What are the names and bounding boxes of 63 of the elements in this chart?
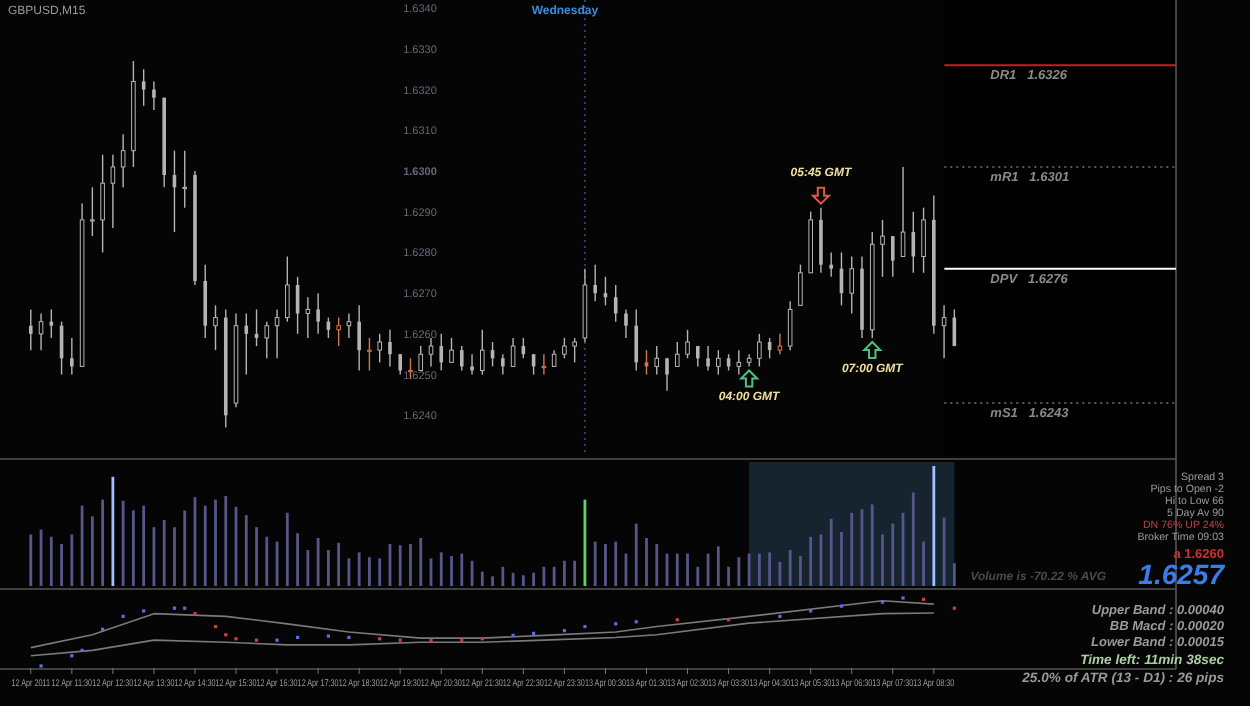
candlestick (203, 263, 208, 339)
candlestick (110, 154, 116, 229)
candlestick (890, 235, 895, 278)
candlestick (182, 149, 188, 209)
candlestick (736, 349, 742, 376)
candlestick (90, 186, 95, 237)
candlestick (316, 292, 320, 335)
candlestick (459, 345, 464, 372)
candlestick (921, 206, 926, 274)
candlestick (562, 337, 567, 359)
candlestick (141, 68, 146, 107)
candlestick (449, 337, 454, 364)
candlestick (28, 308, 33, 351)
candlestick (613, 284, 618, 323)
candlestick (510, 337, 516, 368)
candlestick (470, 353, 474, 376)
candlestick (624, 308, 628, 339)
candlestick (152, 80, 156, 111)
candlestick (274, 308, 280, 359)
candlestick (367, 337, 372, 372)
candlestick (777, 333, 783, 355)
candlestick (480, 329, 485, 376)
candlestick (100, 154, 105, 254)
candlestick (798, 263, 803, 307)
candlestick (285, 255, 290, 323)
candlestick (665, 357, 669, 392)
candlestick (696, 345, 700, 368)
candlestick (388, 329, 392, 368)
candlestick (428, 337, 434, 368)
candlestick (900, 166, 906, 258)
candlestick (572, 337, 577, 364)
candlestick (685, 329, 690, 359)
candlestick (849, 255, 855, 315)
candlestick (941, 304, 947, 359)
candlestick (439, 333, 444, 372)
candlestick (819, 206, 823, 274)
candlestick (501, 353, 505, 376)
candlestick (634, 308, 639, 372)
candlestick (706, 345, 710, 372)
candlestick (120, 133, 126, 188)
candlestick (336, 316, 341, 347)
candlestick (305, 296, 311, 339)
candlestick (377, 333, 382, 364)
candlestick (674, 341, 680, 368)
candlestick (244, 312, 249, 376)
candlestick (357, 304, 361, 372)
candlestick (829, 251, 833, 278)
candlestick (213, 304, 218, 351)
candlestick (418, 345, 424, 372)
candlestick (757, 333, 762, 368)
candlestick (593, 263, 597, 302)
candlestick (716, 349, 721, 376)
candlestick (880, 219, 885, 278)
candlestick (38, 312, 44, 351)
annotation: 1.6257 (1138, 558, 1227, 590)
candlestick (541, 353, 547, 376)
candlestick (70, 337, 74, 376)
candlestick (346, 312, 352, 339)
candlestick (398, 353, 403, 376)
candlestick (654, 345, 660, 376)
candlestick (787, 300, 793, 351)
candlestick (264, 320, 270, 359)
candlestick (911, 211, 916, 274)
